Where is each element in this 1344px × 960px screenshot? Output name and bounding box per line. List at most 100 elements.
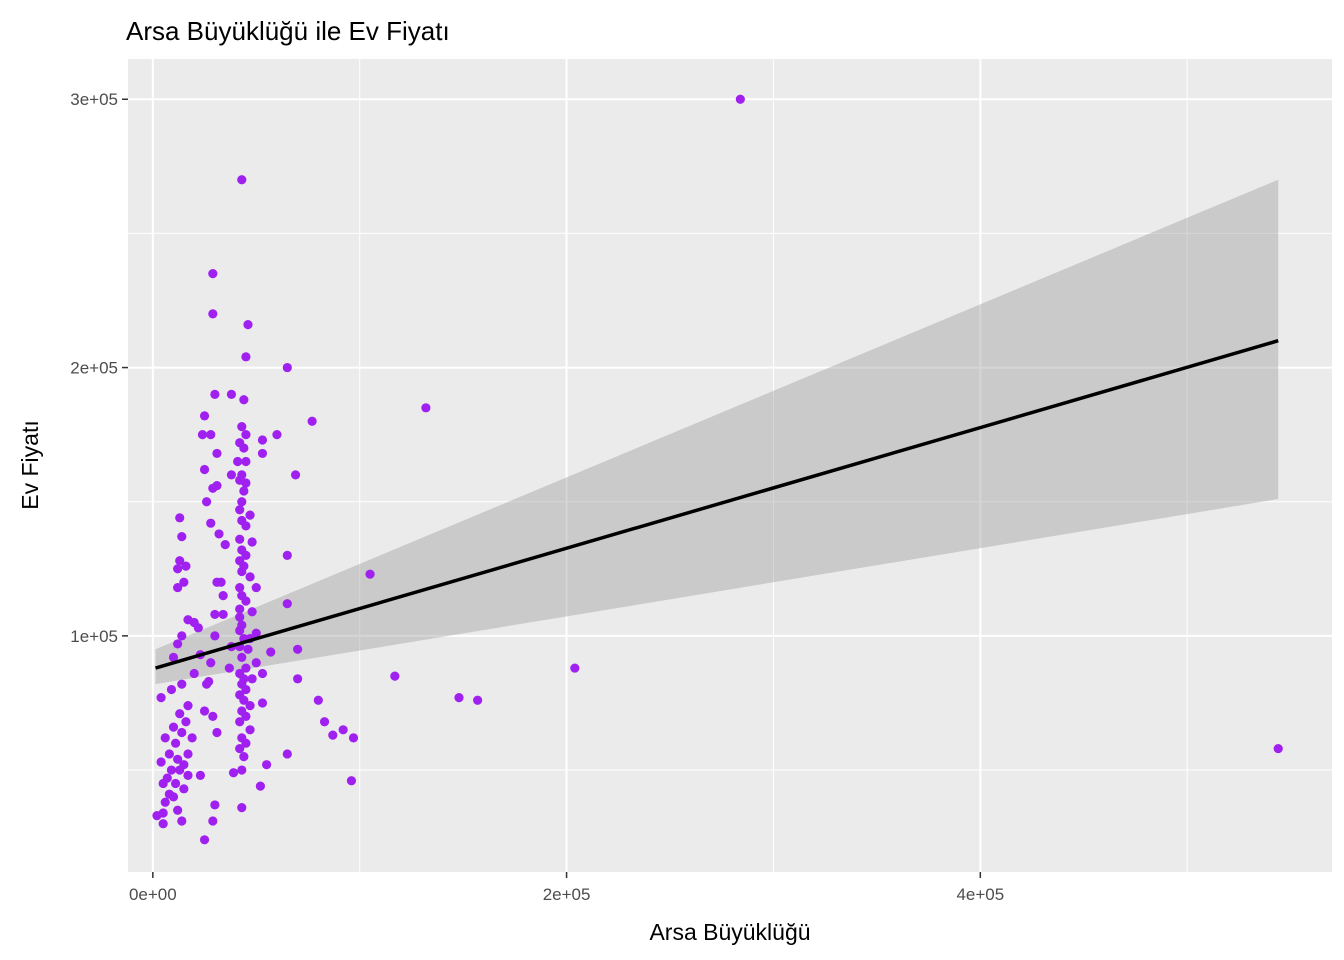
data-point [237,566,247,577]
data-point [212,448,222,459]
data-point [210,800,220,810]
data-point [173,582,183,593]
data-point [187,733,197,743]
data-point [282,749,292,759]
data-point [266,647,276,657]
data-point [239,752,249,762]
data-point [241,596,251,606]
data-point [1273,743,1283,754]
data-point [177,532,187,542]
data-point [168,652,179,662]
data-point [257,435,268,445]
data-point [156,757,166,767]
x-axis-title: Arsa Büyüklüğü [649,919,810,945]
data-point [237,421,247,432]
data-point [199,835,210,845]
data-point [282,599,292,609]
data-point [175,709,185,719]
data-point [235,625,245,636]
data-point [208,816,218,826]
data-point [166,684,177,695]
data-point [245,572,255,582]
data-point [293,674,303,684]
data-point [177,816,187,826]
data-point [241,550,251,560]
data-point [235,604,245,614]
data-point [210,631,220,641]
data-point [235,743,245,754]
data-point [245,701,255,711]
data-point [168,722,179,732]
data-point [243,320,253,330]
data-point [199,706,210,716]
data-point [189,668,199,679]
data-point [158,819,168,829]
data-point [179,784,189,794]
data-point [241,738,251,748]
confidence-band-group [155,179,1279,685]
data-point [160,797,170,807]
data-point [247,674,257,684]
data-point [160,733,170,743]
data-point [262,760,272,770]
data-point [181,717,191,727]
data-point [346,776,357,786]
data-point [239,486,249,496]
minor-gridlines [128,59,1332,872]
data-point [237,803,247,813]
data-point [235,612,245,622]
data-point [235,582,245,593]
data-point [255,781,265,791]
trend-line-group [155,339,1279,670]
data-point [237,652,247,662]
data-point [173,805,183,815]
data-point [166,765,177,775]
data-point [220,540,230,550]
y-axis-ticks: 1e+05 2e+05 3e+05 [70,90,128,646]
data-point [241,711,251,721]
data-point [177,727,187,738]
data-point [282,362,292,373]
data-point [473,695,483,705]
x-tick-label: 4e+05 [956,885,1004,904]
y-axis-title: Ev Fiyatı [17,420,43,509]
data-point [237,765,247,775]
data-point [257,698,268,708]
data-point [237,175,247,185]
data-point [328,730,338,740]
x-axis-ticks: 0e+00 2e+05 4e+05 [129,872,1004,904]
data-point [226,389,237,399]
data-point [224,663,234,673]
data-points [152,94,1283,845]
data-point [307,416,317,426]
data-point [245,510,255,520]
x-tick-label: 0e+00 [129,885,177,904]
data-point [237,497,247,507]
data-point [183,701,193,711]
confidence-band [155,179,1279,685]
data-point [199,411,210,421]
data-point [247,607,257,617]
data-point [183,749,193,759]
data-point [241,478,251,488]
data-point [208,309,218,319]
data-point [208,711,218,721]
data-point [168,792,179,802]
chart-title: Arsa Büyüklüğü ile Ev Fiyatı [126,16,450,46]
data-point [216,577,226,587]
data-point [173,754,183,764]
data-point [206,430,216,440]
data-point [257,668,268,679]
x-tick-label: 2e+05 [543,885,591,904]
y-tick-label: 2e+05 [70,359,118,378]
data-point [195,770,206,781]
data-point [421,403,431,413]
data-point [247,537,257,547]
data-point [210,609,220,620]
data-point [181,561,191,571]
data-point [170,778,181,789]
data-point [206,518,216,528]
data-point [164,749,174,759]
data-point [177,631,187,641]
